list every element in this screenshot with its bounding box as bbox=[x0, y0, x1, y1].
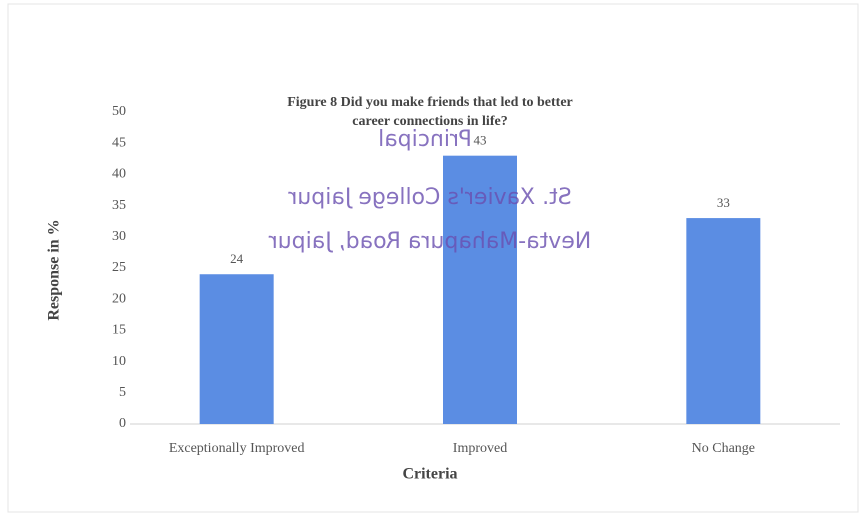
bar bbox=[199, 274, 274, 424]
y-tick-label: 20 bbox=[112, 291, 126, 306]
data-label: 33 bbox=[717, 195, 730, 210]
stamp-text: Nevta-Mahapura Road, Jaipur bbox=[268, 229, 592, 254]
y-tick-label: 25 bbox=[112, 260, 126, 275]
y-tick-label: 40 bbox=[112, 167, 126, 182]
x-axis-title: Criteria bbox=[402, 466, 457, 483]
data-label: 24 bbox=[230, 251, 244, 266]
chart-title: career connections in life? bbox=[352, 114, 507, 129]
y-tick-label: 35 bbox=[112, 198, 126, 213]
y-tick-label: 30 bbox=[112, 229, 126, 244]
x-tick-label: No Change bbox=[692, 441, 755, 456]
y-tick-label: 10 bbox=[112, 354, 126, 369]
y-axis-title: Response in % bbox=[46, 219, 63, 320]
bar bbox=[443, 155, 517, 424]
y-tick-label: 15 bbox=[112, 323, 126, 338]
y-tick-label: 50 bbox=[112, 104, 126, 119]
stamp-text: St. Xavier's College Jaipur bbox=[287, 185, 571, 210]
bar bbox=[686, 218, 761, 424]
y-tick-label: 0 bbox=[119, 416, 126, 431]
stamp-text: Principal bbox=[378, 127, 472, 152]
chart-title: Figure 8 Did you make friends that led t… bbox=[287, 95, 573, 110]
y-tick-label: 45 bbox=[112, 135, 126, 150]
x-tick-label: Exceptionally Improved bbox=[169, 441, 305, 456]
y-tick-label: 5 bbox=[119, 385, 126, 400]
x-tick-label: Improved bbox=[453, 441, 507, 456]
data-label: 43 bbox=[474, 133, 487, 148]
